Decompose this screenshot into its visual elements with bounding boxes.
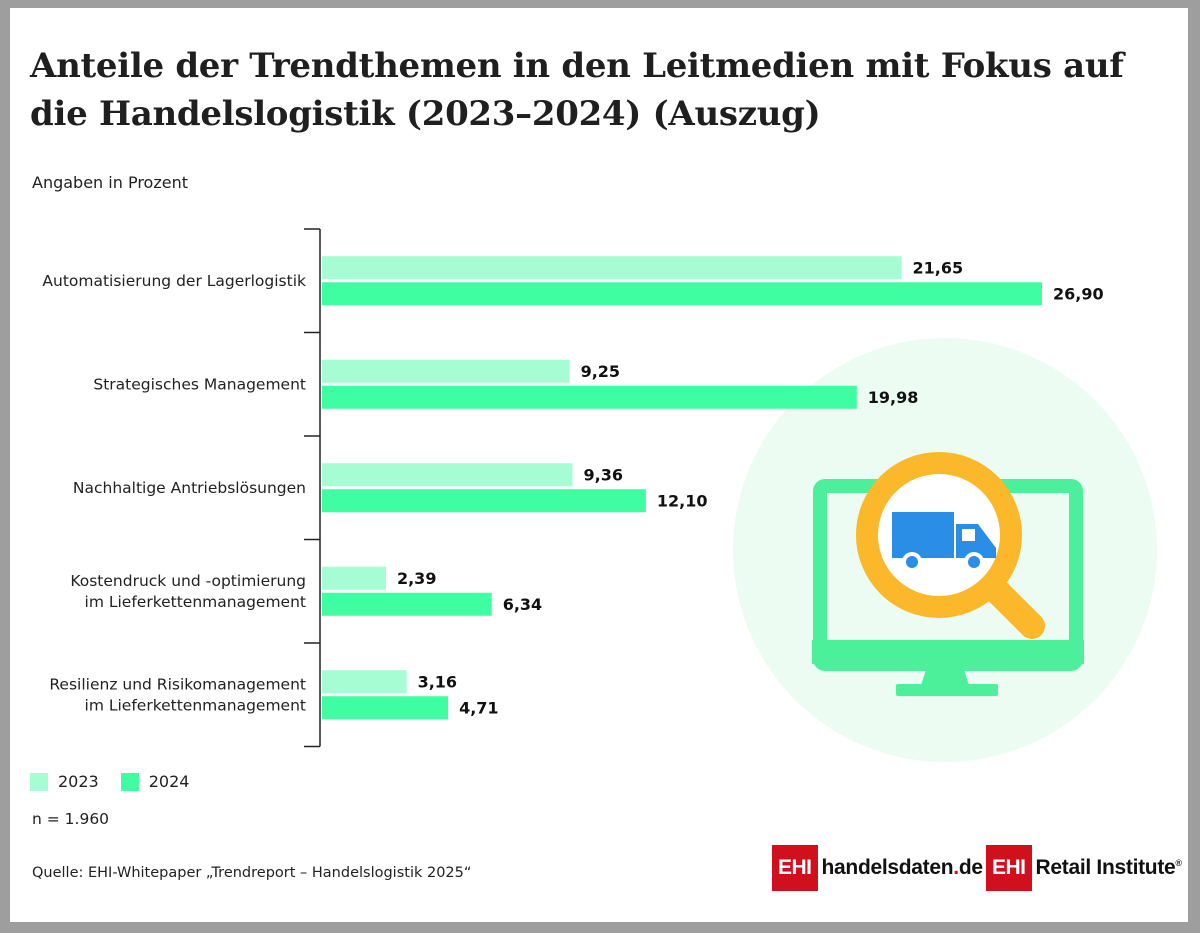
value-label-2023: 21,65 (912, 258, 963, 277)
category-axis (304, 228, 321, 748)
category-label: Strategisches Management (93, 375, 306, 393)
category-label: Kostendruck und -optimierung im Lieferket… (70, 572, 306, 611)
labels: Automatisierung der Lagerlogistik 21,65 26… (42, 258, 1103, 717)
value-label-2023: 2,39 (397, 569, 436, 588)
value-label-2024: 4,71 (459, 698, 498, 717)
source-note: Quelle: EHI-Whitepaper „Trendreport – Ha… (32, 865, 472, 881)
value-label-2024: 6,34 (503, 595, 542, 614)
legend-label-2024: 2024 (148, 772, 190, 791)
sample-size-note: n = 1.960 (32, 810, 110, 828)
logo-handelsdaten-box: EHI (772, 845, 818, 891)
bar-2024 (322, 592, 492, 616)
logo-handelsdaten: EHI handelsdaten.de (772, 845, 983, 891)
logo-retail-institute-box: EHI (986, 845, 1032, 891)
bar-2024 (322, 696, 449, 720)
value-label-2023: 9,36 (584, 465, 623, 484)
value-label-2024: 26,90 (1053, 284, 1104, 303)
value-label-2024: 12,10 (657, 491, 708, 510)
value-label-2023: 9,25 (581, 362, 620, 381)
bar-2023 (322, 359, 570, 383)
logo-retail-institute: EHI Retail Institute® (986, 845, 1182, 891)
bar-2023 (322, 670, 407, 694)
bar-2023 (322, 463, 573, 487)
chart-title: Anteile der Trendthemen in den Leitmedie… (30, 46, 1124, 134)
value-label-2023: 3,16 (418, 672, 457, 691)
bar-2023 (322, 566, 386, 590)
bar-2023 (322, 256, 902, 280)
legend-label-2023: 2023 (58, 772, 99, 791)
legend-item-2023: 2023 (30, 772, 99, 791)
truck-icon (892, 512, 996, 572)
category-label: Automatisierung der Lagerlogistik (42, 272, 306, 290)
logo-handelsdaten-text: handelsdaten.de (821, 856, 984, 879)
bars (322, 256, 1042, 720)
category-label: Resilienz und Risikomanagement im Lieferk… (49, 675, 306, 714)
logo-retail-institute-text: Retail Institute® (1035, 856, 1183, 879)
illustration (733, 338, 1157, 762)
legend: 2023 2024 (30, 772, 189, 791)
unit-label: Angaben in Prozent (32, 173, 188, 192)
bar-2024 (322, 282, 1042, 306)
legend-swatch-2024 (120, 772, 139, 791)
bar-2024 (322, 489, 646, 513)
bar-2024 (322, 385, 857, 409)
category-label: Nachhaltige Antriebslösungen (73, 479, 306, 497)
legend-swatch-2023 (30, 772, 48, 791)
legend-item-2024: 2024 (120, 772, 190, 791)
value-label-2024: 19,98 (868, 388, 919, 407)
